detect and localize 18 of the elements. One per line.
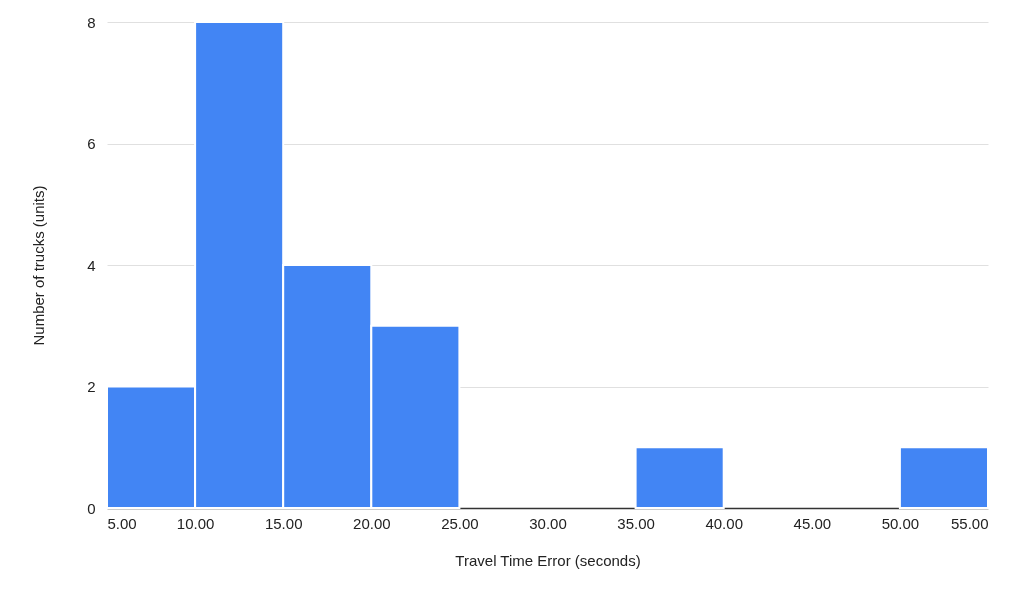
- y-tick-label: 2: [87, 378, 96, 395]
- x-tick-label: 15.00: [264, 514, 303, 532]
- x-tick-label: 25.00: [441, 514, 479, 532]
- y-tick-label: 0: [87, 499, 96, 517]
- y-tick-label: 8: [87, 13, 96, 31]
- y-tick-label: 4: [87, 256, 96, 274]
- x-tick-label: 45.00: [793, 514, 832, 532]
- y-axis-title: Number of trucks (units): [30, 185, 48, 346]
- x-tick-label: 40.00: [705, 514, 743, 532]
- x-tick-label: 20.00: [353, 514, 391, 532]
- x-tick-label: 50.00: [881, 514, 920, 532]
- y-tick-label: 6: [87, 135, 96, 152]
- x-tick-label: 10.00: [176, 514, 215, 532]
- x-tick-label: 55.00: [950, 514, 989, 532]
- x-axis-title: Travel Time Error (seconds): [455, 551, 641, 569]
- x-tick-label: 5.00: [107, 514, 137, 532]
- x-tick-label: 30.00: [529, 514, 567, 532]
- x-tick-label: 35.00: [617, 514, 655, 532]
